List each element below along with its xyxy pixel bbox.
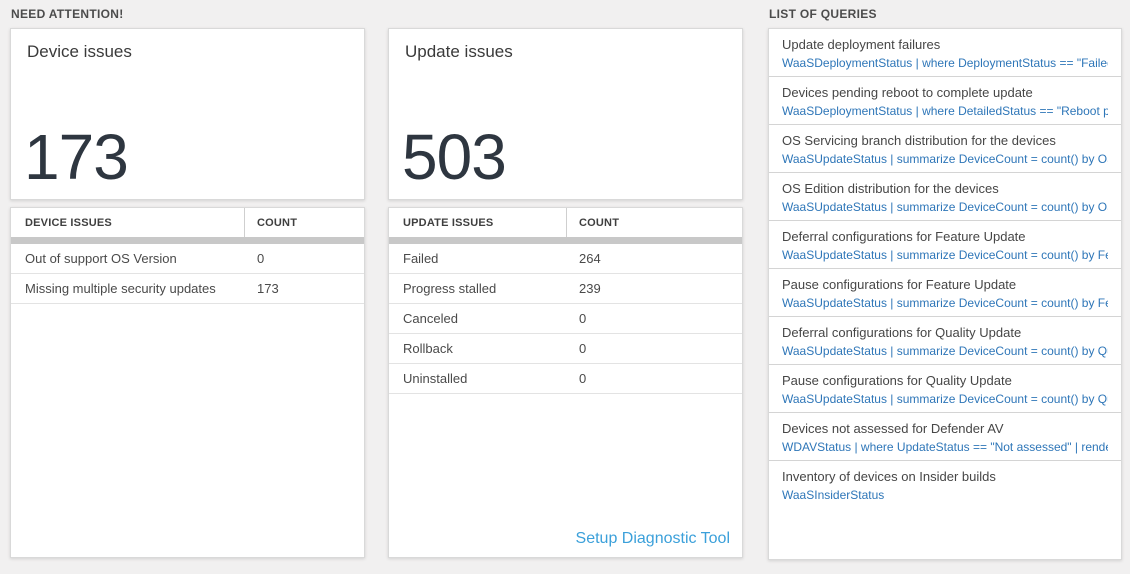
row-label: Progress stalled — [403, 281, 497, 296]
device-issues-tile[interactable]: Device issues 173 — [10, 28, 365, 200]
table-row[interactable]: Missing multiple security updates 173 — [11, 274, 364, 304]
query-list: Update deployment failures WaaSDeploymen… — [768, 28, 1122, 560]
query-item[interactable]: Pause configurations for Quality Update … — [769, 365, 1121, 413]
table-row[interactable]: Uninstalled 0 — [389, 364, 742, 394]
count-column-header: COUNT — [244, 208, 364, 237]
count-column-header: COUNT — [566, 208, 742, 237]
update-issues-count: 503 — [402, 121, 507, 193]
query-item[interactable]: Pause configurations for Feature Update … — [769, 269, 1121, 317]
need-attention-header: NEED ATTENTION! — [11, 7, 124, 21]
table-row[interactable]: Out of support OS Version 0 — [11, 244, 364, 274]
device-issues-count: 173 — [24, 121, 129, 193]
query-text: WaaSInsiderStatus — [782, 488, 885, 502]
query-item[interactable]: Devices not assessed for Defender AV WDA… — [769, 413, 1121, 461]
query-title: Pause configurations for Feature Update — [782, 277, 1017, 292]
update-issues-table: UPDATE ISSUES COUNT Failed 264 Progress … — [388, 207, 743, 558]
row-label: Canceled — [403, 311, 458, 326]
table-row[interactable]: Progress stalled 239 — [389, 274, 742, 304]
query-text: WaaSUpdateStatus | summarize DeviceCount… — [782, 344, 1108, 358]
query-title: OS Edition distribution for the devices — [782, 181, 999, 196]
row-count: 0 — [579, 371, 587, 386]
query-text: WaaSUpdateStatus | summarize DeviceCount… — [782, 200, 1108, 214]
row-count: 239 — [579, 281, 601, 296]
query-title: Pause configurations for Quality Update — [782, 373, 1012, 388]
device-issues-column-header: DEVICE ISSUES — [25, 216, 112, 229]
device-issues-table: DEVICE ISSUES COUNT Out of support OS Ve… — [10, 207, 365, 558]
row-count: 264 — [579, 251, 601, 266]
query-item[interactable]: Inventory of devices on Insider builds W… — [769, 461, 1121, 559]
query-item[interactable]: Update deployment failures WaaSDeploymen… — [769, 29, 1121, 77]
query-text: WaaSUpdateStatus | summarize DeviceCount… — [782, 296, 1108, 310]
query-title: Inventory of devices on Insider builds — [782, 469, 996, 484]
query-text: WDAVStatus | where UpdateStatus == "Not … — [782, 440, 1108, 454]
row-count: 0 — [579, 311, 587, 326]
update-issues-column: Update issues 503 UPDATE ISSUES COUNT Fa… — [388, 0, 743, 558]
table-row[interactable]: Rollback 0 — [389, 334, 742, 364]
query-list-column: LIST OF QUERIES Update deployment failur… — [768, 0, 1122, 560]
query-item[interactable]: Devices pending reboot to complete updat… — [769, 77, 1121, 125]
list-of-queries-header: LIST OF QUERIES — [769, 7, 877, 21]
table-header-divider — [389, 237, 742, 244]
device-issues-column: NEED ATTENTION! Device issues 173 DEVICE… — [10, 0, 365, 558]
update-issues-table-header: UPDATE ISSUES COUNT — [389, 208, 742, 237]
update-issues-title: Update issues — [405, 42, 513, 61]
table-header-divider — [11, 237, 364, 244]
device-issues-title: Device issues — [27, 42, 132, 61]
query-text: WaaSUpdateStatus | summarize DeviceCount… — [782, 392, 1108, 406]
query-text: WaaSUpdateStatus | summarize DeviceCount… — [782, 152, 1108, 166]
row-label: Uninstalled — [403, 371, 468, 386]
row-label: Failed — [403, 251, 439, 266]
query-item[interactable]: OS Servicing branch distribution for the… — [769, 125, 1121, 173]
query-title: Devices pending reboot to complete updat… — [782, 85, 1033, 100]
update-issues-column-header: UPDATE ISSUES — [403, 216, 494, 229]
query-item[interactable]: Deferral configurations for Feature Upda… — [769, 221, 1121, 269]
row-count: 0 — [579, 341, 587, 356]
device-issues-table-header: DEVICE ISSUES COUNT — [11, 208, 364, 237]
row-count: 0 — [257, 251, 265, 266]
table-row[interactable]: Canceled 0 — [389, 304, 742, 334]
query-title: OS Servicing branch distribution for the… — [782, 133, 1056, 148]
table-row[interactable]: Failed 264 — [389, 244, 742, 274]
setup-diagnostic-tool-link[interactable]: Setup Diagnostic Tool — [575, 530, 730, 547]
query-text: WaaSUpdateStatus | summarize DeviceCount… — [782, 248, 1108, 262]
query-title: Deferral configurations for Feature Upda… — [782, 229, 1026, 244]
need-attention-header-spacer — [388, 0, 743, 28]
query-text: WaaSDeploymentStatus | where DeploymentS… — [782, 56, 1108, 70]
query-title: Update deployment failures — [782, 37, 941, 52]
query-title: Deferral configurations for Quality Upda… — [782, 325, 1022, 340]
query-item[interactable]: OS Edition distribution for the devices … — [769, 173, 1121, 221]
row-count: 173 — [257, 281, 279, 296]
row-label: Missing multiple security updates — [25, 281, 216, 296]
query-title: Devices not assessed for Defender AV — [782, 421, 1004, 436]
update-issues-tile[interactable]: Update issues 503 — [388, 28, 743, 200]
row-label: Out of support OS Version — [25, 251, 177, 266]
query-text: WaaSDeploymentStatus | where DetailedSta… — [782, 104, 1108, 118]
query-item[interactable]: Deferral configurations for Quality Upda… — [769, 317, 1121, 365]
row-label: Rollback — [403, 341, 453, 356]
